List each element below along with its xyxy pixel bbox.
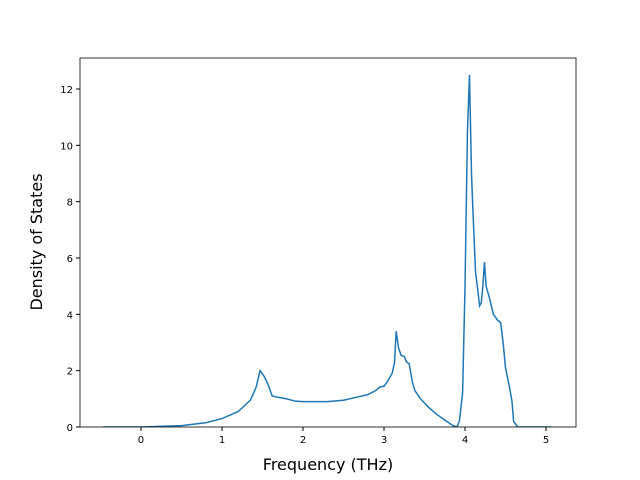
y-tick-label: 4 [67, 310, 73, 321]
x-tick-label: 0 [138, 435, 144, 446]
plot-frame [79, 57, 577, 428]
y-tick-label: 0 [67, 423, 73, 434]
x-tick-label: 5 [543, 435, 549, 446]
x-tick-label: 1 [219, 435, 225, 446]
y-tick-label: 10 [60, 141, 73, 152]
y-axis-label: Density of States [27, 173, 46, 310]
y-tick-label: 6 [67, 254, 73, 265]
x-tick-label: 2 [300, 435, 306, 446]
y-tick-label: 8 [67, 198, 73, 209]
x-tick-label: 4 [462, 435, 468, 446]
y-tick-label: 2 [67, 367, 73, 378]
y-tick-label: 12 [60, 85, 73, 96]
x-axis-label: Frequency (THz) [263, 455, 393, 474]
dos-line [102, 74, 552, 427]
x-tick-label: 3 [381, 435, 387, 446]
